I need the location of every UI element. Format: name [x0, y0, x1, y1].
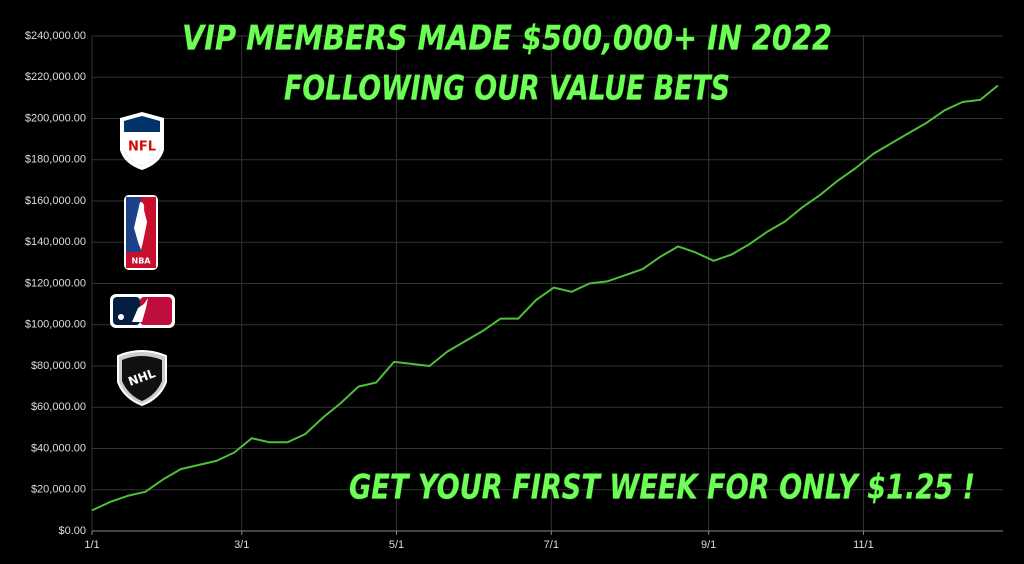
x-tick-label: 1/1	[84, 539, 99, 551]
y-tick-label: $180,000.00	[25, 154, 86, 166]
y-tick-label: $200,000.00	[25, 112, 86, 124]
y-tick-label: $40,000.00	[31, 442, 86, 454]
promo-annotation: GET YOUR FIRST WEEK FOR ONLY $1.25 !	[349, 468, 975, 508]
y-tick-label: $20,000.00	[31, 484, 86, 496]
y-tick-label: $80,000.00	[31, 360, 86, 372]
y-tick-label: $0.00	[58, 525, 86, 537]
y-tick-label: $240,000.00	[25, 30, 86, 42]
x-tick-label: 3/1	[234, 539, 249, 551]
y-tick-label: $120,000.00	[25, 277, 86, 289]
y-tick-label: $220,000.00	[25, 71, 86, 83]
x-tick-label: 11/1	[853, 539, 874, 551]
chart-title: VIP MEMBERS MADE $500,000+ IN 2022	[182, 19, 832, 59]
line-series	[91, 84, 999, 512]
chart-subtitle: FOLLOWING OUR VALUE BETS	[284, 69, 730, 109]
y-tick-label: $60,000.00	[31, 401, 86, 413]
x-tick-label: 9/1	[701, 539, 716, 551]
logo-text: NFL	[128, 140, 156, 155]
y-tick-label: $160,000.00	[25, 195, 86, 207]
y-tick-label: $140,000.00	[25, 236, 86, 248]
logo-text: NBA	[132, 257, 152, 266]
plot	[91, 84, 999, 512]
x-tick-label: 5/1	[389, 539, 404, 551]
y-tick-label: $100,000.00	[25, 319, 86, 331]
nba-logo: NBA	[124, 195, 158, 270]
mlb-logo	[110, 294, 175, 328]
nfl-logo: NFL	[120, 112, 164, 170]
x-tick-label: 7/1	[544, 539, 559, 551]
nhl-logo: NHL	[117, 350, 167, 407]
grid: $0.00 $20,000.00 $40,000.00 $60,000.00 $80,0…	[25, 30, 1003, 551]
